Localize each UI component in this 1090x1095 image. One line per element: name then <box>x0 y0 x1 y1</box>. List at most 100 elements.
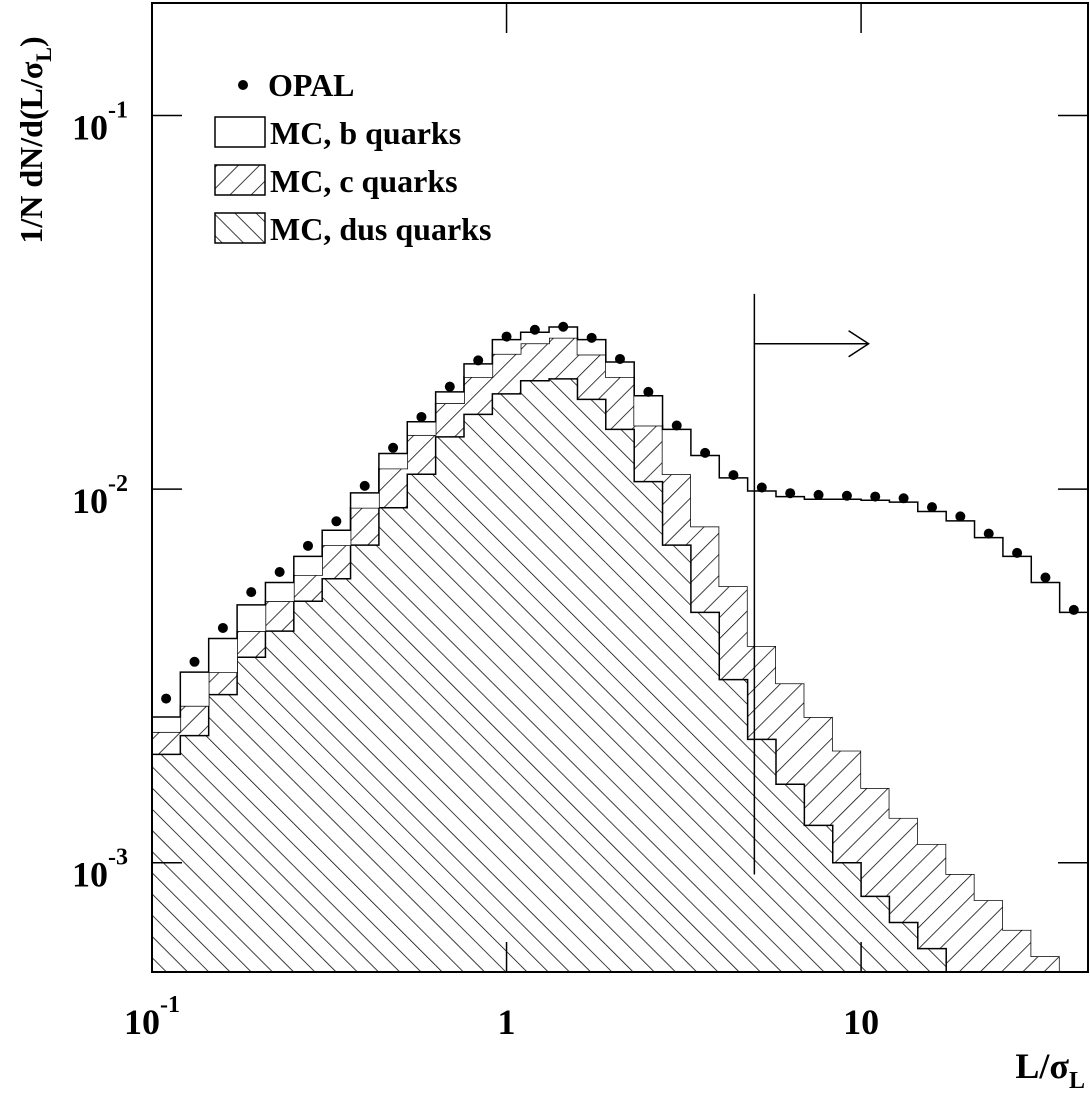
histogram-bar <box>917 844 947 949</box>
histogram-bar <box>549 337 578 379</box>
y-tick-label-exp: -3 <box>108 845 128 871</box>
data-point <box>444 381 455 392</box>
histogram-bar <box>605 429 635 972</box>
histogram-bar <box>237 604 266 632</box>
histogram-bar <box>719 586 748 680</box>
histogram-bar <box>322 530 351 546</box>
histogram-bar <box>917 948 947 972</box>
data-point <box>359 480 370 491</box>
data-point <box>756 482 767 493</box>
histogram-bar <box>435 391 465 404</box>
histogram-bar <box>293 575 323 602</box>
x-tick-label: 1 <box>498 1002 516 1042</box>
histogram-bar <box>946 975 974 1022</box>
legend-swatch <box>214 212 266 244</box>
histogram-bar <box>237 657 266 972</box>
histogram-bar <box>180 735 209 972</box>
histogram-bar <box>690 612 720 972</box>
data-point <box>700 447 711 458</box>
data-point <box>870 491 881 502</box>
histogram-bar <box>180 705 209 736</box>
histogram-bar <box>605 362 635 378</box>
data-point <box>898 493 909 504</box>
y-tick-label-base: 10 <box>72 855 108 895</box>
histogram-bar <box>775 683 805 785</box>
histogram-bar <box>775 784 805 972</box>
histogram-bar <box>634 481 663 972</box>
histogram-bar <box>917 511 947 845</box>
x-tick-label: 10-1 <box>124 992 180 1042</box>
histogram-bar <box>889 502 918 818</box>
legend-label: MC, b quarks <box>270 115 461 151</box>
histogram-bar <box>378 453 408 469</box>
y-tick-label: 10-1 <box>72 97 128 147</box>
histogram-bar <box>237 631 266 658</box>
histogram-bar <box>435 436 465 972</box>
histogram-bar <box>152 731 181 755</box>
legend-swatch <box>214 164 266 196</box>
histogram-bar <box>775 496 805 684</box>
histogram-bar <box>407 474 436 972</box>
histogram-bar <box>435 403 465 437</box>
histogram-bar <box>1031 956 1060 972</box>
histogram-bar <box>265 582 294 602</box>
data-point <box>161 693 172 704</box>
data-point <box>274 566 285 577</box>
histogram-bar <box>832 499 862 751</box>
histogram-bar <box>265 631 294 972</box>
histogram-bar <box>549 326 578 338</box>
data-point <box>473 355 484 366</box>
histogram-bar <box>350 492 379 508</box>
histogram-bar <box>492 339 521 354</box>
histogram-bar <box>464 414 493 972</box>
legend-label: MC, c quarks <box>270 163 458 199</box>
histogram-bar <box>152 754 181 972</box>
data-point <box>501 331 512 342</box>
data-point <box>841 490 852 501</box>
histogram-bar <box>350 545 379 972</box>
histogram-bar <box>662 474 691 546</box>
x-tick-label-base: 1 <box>498 1002 516 1042</box>
histogram-bar <box>974 900 1003 972</box>
histogram-bar <box>407 421 436 435</box>
histogram-bar <box>946 520 975 874</box>
histogram-bar <box>208 638 238 673</box>
data-point <box>955 511 966 522</box>
histogram-bar <box>293 601 323 972</box>
y-tick-label: 10-2 <box>72 471 128 521</box>
histogram-bar <box>549 378 578 972</box>
histogram-bar <box>804 717 833 826</box>
histogram-bar <box>719 679 748 972</box>
histogram-bar <box>378 468 408 508</box>
histogram-bar <box>861 788 890 897</box>
legend-marker <box>238 80 248 90</box>
histogram-bar <box>322 545 351 579</box>
data-point <box>189 656 200 667</box>
data-point <box>643 386 654 397</box>
histogram-bar <box>1031 582 1060 957</box>
histogram-bar <box>690 455 720 527</box>
histogram-bar <box>464 377 493 415</box>
histogram-bar <box>577 339 606 355</box>
histogram-bar <box>407 434 436 475</box>
histogram-bar <box>747 646 776 740</box>
legend-label: MC, dus quarks <box>270 211 491 247</box>
histogram-bar <box>605 377 635 430</box>
x-tick-label-base: 10 <box>843 1002 879 1042</box>
histogram-bar <box>634 425 663 482</box>
histogram-bar <box>180 672 209 706</box>
histogram-bar <box>265 601 294 632</box>
histogram-bar <box>378 507 408 972</box>
data-point <box>671 420 682 431</box>
histogram-bar <box>464 363 493 378</box>
histogram-bar <box>293 556 323 576</box>
histogram-bar <box>832 862 862 972</box>
histogram-bar <box>861 896 890 972</box>
x-tick-label: 10 <box>843 1002 879 1042</box>
histogram-bar <box>861 500 890 789</box>
legend-label: OPAL <box>268 67 355 103</box>
data-point <box>728 470 739 481</box>
histogram-bar <box>662 545 691 972</box>
histogram-bar <box>152 717 181 732</box>
